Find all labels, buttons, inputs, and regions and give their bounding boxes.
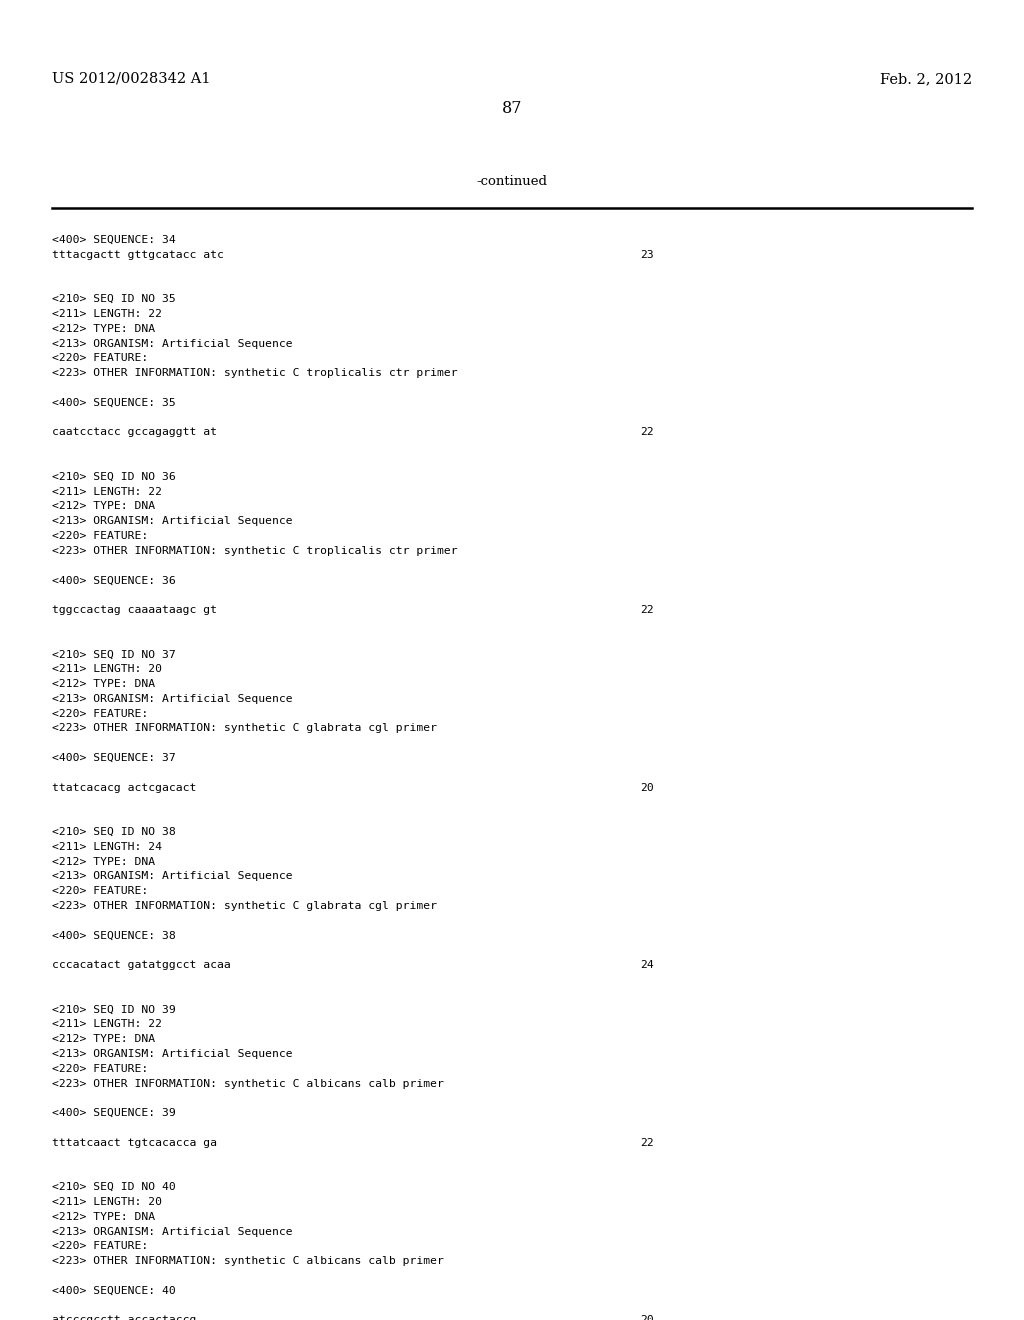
Text: -continued: -continued <box>476 176 548 187</box>
Text: tttatcaact tgtcacacca ga: tttatcaact tgtcacacca ga <box>52 1138 217 1148</box>
Text: <213> ORGANISM: Artificial Sequence: <213> ORGANISM: Artificial Sequence <box>52 1226 293 1237</box>
Text: 87: 87 <box>502 100 522 117</box>
Text: <400> SEQUENCE: 37: <400> SEQUENCE: 37 <box>52 752 176 763</box>
Text: <211> LENGTH: 22: <211> LENGTH: 22 <box>52 487 162 496</box>
Text: <213> ORGANISM: Artificial Sequence: <213> ORGANISM: Artificial Sequence <box>52 694 293 704</box>
Text: 22: 22 <box>640 605 653 615</box>
Text: <213> ORGANISM: Artificial Sequence: <213> ORGANISM: Artificial Sequence <box>52 1049 293 1059</box>
Text: <210> SEQ ID NO 36: <210> SEQ ID NO 36 <box>52 471 176 482</box>
Text: 22: 22 <box>640 1138 653 1148</box>
Text: <220> FEATURE:: <220> FEATURE: <box>52 354 148 363</box>
Text: 20: 20 <box>640 783 653 792</box>
Text: atcccgcctt accactaccg: atcccgcctt accactaccg <box>52 1316 197 1320</box>
Text: caatcctacc gccagaggtt at: caatcctacc gccagaggtt at <box>52 428 217 437</box>
Text: ttatcacacg actcgacact: ttatcacacg actcgacact <box>52 783 197 792</box>
Text: <220> FEATURE:: <220> FEATURE: <box>52 709 148 718</box>
Text: <210> SEQ ID NO 37: <210> SEQ ID NO 37 <box>52 649 176 660</box>
Text: <211> LENGTH: 20: <211> LENGTH: 20 <box>52 664 162 675</box>
Text: Feb. 2, 2012: Feb. 2, 2012 <box>880 73 972 86</box>
Text: <220> FEATURE:: <220> FEATURE: <box>52 531 148 541</box>
Text: <400> SEQUENCE: 36: <400> SEQUENCE: 36 <box>52 576 176 585</box>
Text: <400> SEQUENCE: 38: <400> SEQUENCE: 38 <box>52 931 176 941</box>
Text: <400> SEQUENCE: 40: <400> SEQUENCE: 40 <box>52 1286 176 1296</box>
Text: 24: 24 <box>640 960 653 970</box>
Text: <400> SEQUENCE: 39: <400> SEQUENCE: 39 <box>52 1109 176 1118</box>
Text: <211> LENGTH: 24: <211> LENGTH: 24 <box>52 842 162 851</box>
Text: <220> FEATURE:: <220> FEATURE: <box>52 1064 148 1073</box>
Text: <212> TYPE: DNA: <212> TYPE: DNA <box>52 323 155 334</box>
Text: <211> LENGTH: 22: <211> LENGTH: 22 <box>52 309 162 319</box>
Text: <400> SEQUENCE: 35: <400> SEQUENCE: 35 <box>52 397 176 408</box>
Text: <213> ORGANISM: Artificial Sequence: <213> ORGANISM: Artificial Sequence <box>52 871 293 882</box>
Text: US 2012/0028342 A1: US 2012/0028342 A1 <box>52 73 211 86</box>
Text: <223> OTHER INFORMATION: synthetic C glabrata cgl primer: <223> OTHER INFORMATION: synthetic C gla… <box>52 723 437 734</box>
Text: 23: 23 <box>640 249 653 260</box>
Text: <223> OTHER INFORMATION: synthetic C glabrata cgl primer: <223> OTHER INFORMATION: synthetic C gla… <box>52 902 437 911</box>
Text: <212> TYPE: DNA: <212> TYPE: DNA <box>52 678 155 689</box>
Text: <220> FEATURE:: <220> FEATURE: <box>52 886 148 896</box>
Text: <223> OTHER INFORMATION: synthetic C troplicalis ctr primer: <223> OTHER INFORMATION: synthetic C tro… <box>52 368 458 379</box>
Text: <210> SEQ ID NO 35: <210> SEQ ID NO 35 <box>52 294 176 304</box>
Text: <211> LENGTH: 20: <211> LENGTH: 20 <box>52 1197 162 1206</box>
Text: 20: 20 <box>640 1316 653 1320</box>
Text: <220> FEATURE:: <220> FEATURE: <box>52 1241 148 1251</box>
Text: cccacatact gatatggcct acaa: cccacatact gatatggcct acaa <box>52 960 230 970</box>
Text: <223> OTHER INFORMATION: synthetic C troplicalis ctr primer: <223> OTHER INFORMATION: synthetic C tro… <box>52 545 458 556</box>
Text: <212> TYPE: DNA: <212> TYPE: DNA <box>52 502 155 511</box>
Text: <210> SEQ ID NO 38: <210> SEQ ID NO 38 <box>52 828 176 837</box>
Text: <212> TYPE: DNA: <212> TYPE: DNA <box>52 1034 155 1044</box>
Text: <211> LENGTH: 22: <211> LENGTH: 22 <box>52 1019 162 1030</box>
Text: <212> TYPE: DNA: <212> TYPE: DNA <box>52 857 155 867</box>
Text: <223> OTHER INFORMATION: synthetic C albicans calb primer: <223> OTHER INFORMATION: synthetic C alb… <box>52 1078 443 1089</box>
Text: <400> SEQUENCE: 34: <400> SEQUENCE: 34 <box>52 235 176 246</box>
Text: <210> SEQ ID NO 40: <210> SEQ ID NO 40 <box>52 1183 176 1192</box>
Text: <213> ORGANISM: Artificial Sequence: <213> ORGANISM: Artificial Sequence <box>52 516 293 527</box>
Text: tggccactag caaaataagc gt: tggccactag caaaataagc gt <box>52 605 217 615</box>
Text: 22: 22 <box>640 428 653 437</box>
Text: tttacgactt gttgcatacc atc: tttacgactt gttgcatacc atc <box>52 249 224 260</box>
Text: <213> ORGANISM: Artificial Sequence: <213> ORGANISM: Artificial Sequence <box>52 339 293 348</box>
Text: <212> TYPE: DNA: <212> TYPE: DNA <box>52 1212 155 1222</box>
Text: <210> SEQ ID NO 39: <210> SEQ ID NO 39 <box>52 1005 176 1015</box>
Text: <223> OTHER INFORMATION: synthetic C albicans calb primer: <223> OTHER INFORMATION: synthetic C alb… <box>52 1257 443 1266</box>
